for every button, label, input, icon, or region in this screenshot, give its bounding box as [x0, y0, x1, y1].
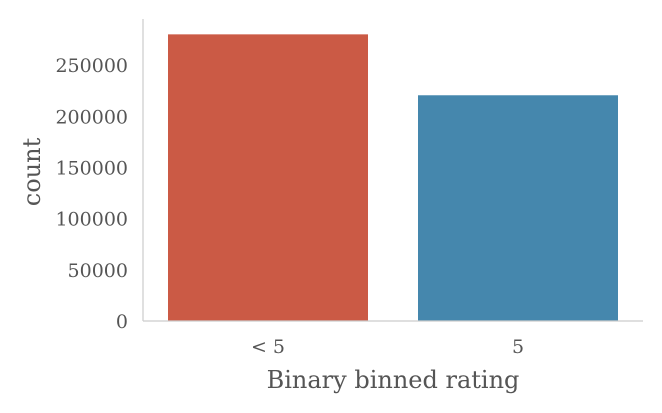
y-tick-label: 100000 [55, 209, 128, 231]
bar-0 [168, 34, 368, 322]
y-tick-label: 150000 [55, 157, 128, 179]
y-tick-label: 250000 [55, 55, 128, 77]
y-tick-labels: 0 50000 100000 150000 200000 250000 [55, 55, 128, 333]
x-tick-label: 5 [512, 336, 524, 358]
x-axis-label: Binary binned rating [267, 366, 520, 394]
y-tick-label: 50000 [68, 260, 128, 282]
x-tick-labels: < 5 5 [251, 336, 524, 358]
x-tick-label: < 5 [251, 336, 285, 358]
bars-group [168, 34, 618, 322]
bar-1 [418, 95, 618, 322]
y-axis-label: count [18, 137, 46, 206]
y-tick-label: 0 [116, 311, 128, 333]
y-tick-label: 200000 [55, 106, 128, 128]
